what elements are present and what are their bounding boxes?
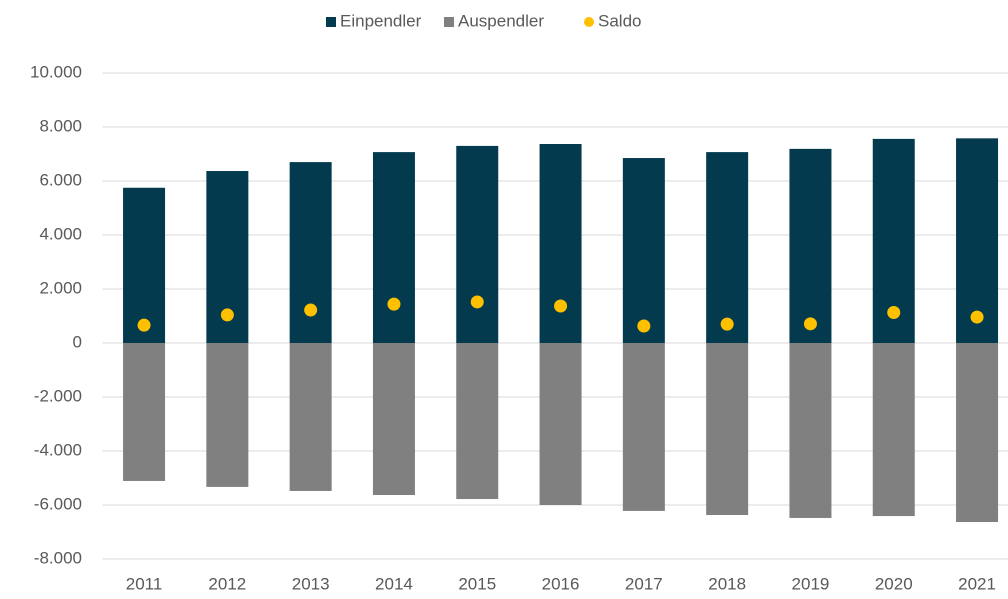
bar xyxy=(539,343,582,505)
bar xyxy=(123,343,166,481)
bar xyxy=(789,148,832,343)
x-tick-label: 2021 xyxy=(958,574,996,593)
legend-label: Saldo xyxy=(598,11,641,30)
legend-marker xyxy=(584,17,594,27)
bar xyxy=(622,343,665,511)
x-tick-label: 2013 xyxy=(292,574,330,593)
dot xyxy=(220,308,234,322)
x-tick-label: 2012 xyxy=(208,574,246,593)
y-tick-label: 6.000 xyxy=(39,170,82,189)
x-tick-label: 2019 xyxy=(792,574,830,593)
x-tick-label: 2015 xyxy=(458,574,496,593)
bar xyxy=(123,187,166,343)
bar xyxy=(372,152,415,343)
bar xyxy=(456,145,499,343)
x-tick-label: 2017 xyxy=(625,574,663,593)
dot xyxy=(387,297,401,311)
dot xyxy=(887,305,901,319)
x-tick-label: 2014 xyxy=(375,574,413,593)
x-tick-label: 2016 xyxy=(542,574,580,593)
bar xyxy=(706,152,749,343)
legend-marker xyxy=(444,17,454,27)
y-tick-label: -4.000 xyxy=(34,440,82,459)
dot xyxy=(970,310,984,324)
bar xyxy=(456,343,499,500)
dot xyxy=(554,299,568,313)
legend-label: Auspendler xyxy=(458,11,544,30)
bar xyxy=(872,343,915,517)
bar xyxy=(372,343,415,496)
y-tick-label: -8.000 xyxy=(34,548,82,567)
dot xyxy=(470,295,484,309)
dot xyxy=(803,317,817,331)
y-tick-label: 10.000 xyxy=(30,62,82,81)
bar xyxy=(206,343,249,487)
bar xyxy=(289,343,332,491)
legend-label: Einpendler xyxy=(340,11,422,30)
legend-marker xyxy=(326,17,336,27)
dot xyxy=(137,318,151,332)
y-tick-label: 8.000 xyxy=(39,116,82,135)
y-tick-label: 4.000 xyxy=(39,224,82,243)
y-tick-label: 0 xyxy=(73,332,82,351)
dot xyxy=(720,317,734,331)
bar xyxy=(706,343,749,515)
bar xyxy=(956,138,999,343)
bar xyxy=(622,158,665,343)
y-tick-label: 2.000 xyxy=(39,278,82,297)
x-tick-label: 2018 xyxy=(708,574,746,593)
y-tick-label: -2.000 xyxy=(34,386,82,405)
y-tick-label: -6.000 xyxy=(34,494,82,513)
dot xyxy=(637,319,651,333)
bar xyxy=(539,144,582,343)
x-tick-label: 2020 xyxy=(875,574,913,593)
bar xyxy=(789,343,832,518)
bar xyxy=(956,343,999,523)
x-tick-label: 2011 xyxy=(126,574,163,593)
dot xyxy=(304,303,318,317)
